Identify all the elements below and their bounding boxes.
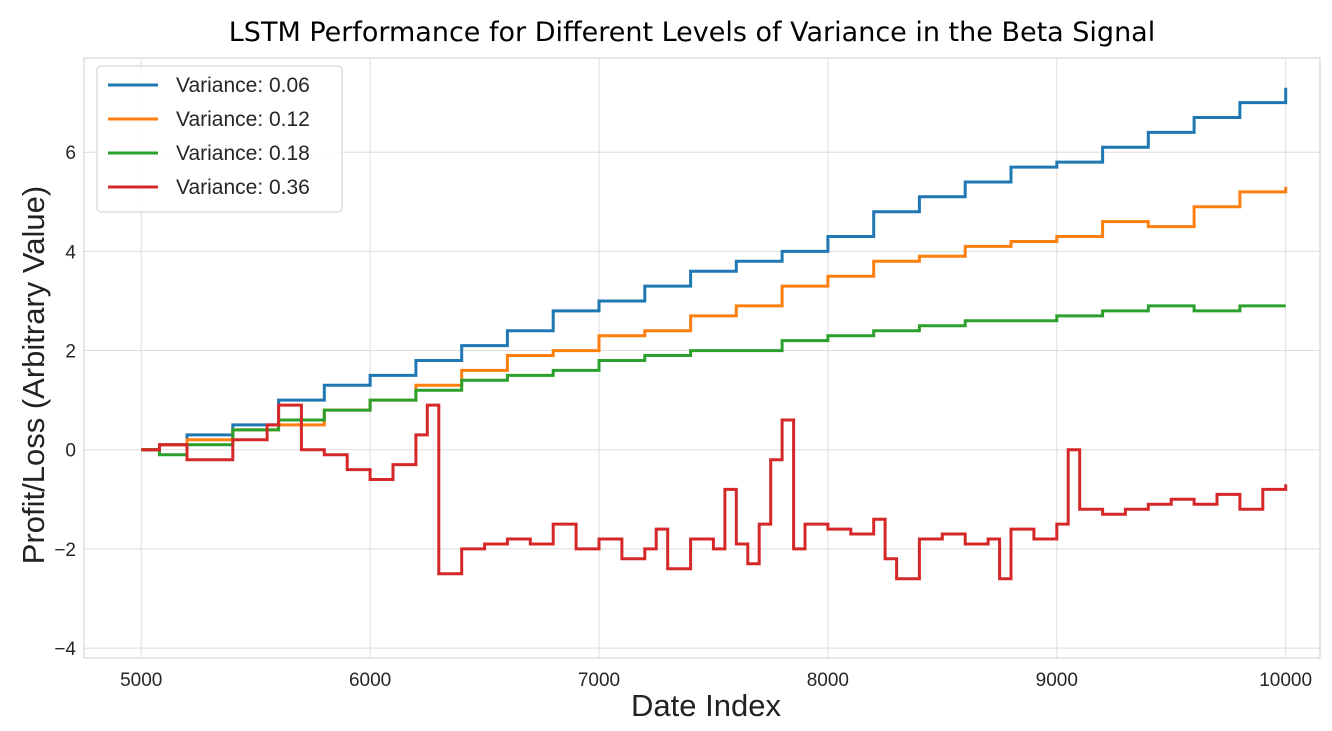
x-tick-label: 8000 xyxy=(807,670,849,691)
y-tick-label: −4 xyxy=(54,639,76,660)
y-tick-labels: −4 −2 0 2 4 6 xyxy=(54,143,76,660)
series-line-1 xyxy=(141,87,1288,452)
legend: Variance: 0.06 Variance: 0.12 Variance: 0.… xyxy=(96,65,343,213)
y-axis-label: Profit/Loss (Arbitrary Value) xyxy=(16,186,51,564)
x-tick-label: 6000 xyxy=(349,670,391,691)
legend-label-4: Variance: 0.36 xyxy=(176,176,310,199)
y-tick-label: 2 xyxy=(65,342,76,363)
x-tick-label: 10000 xyxy=(1259,670,1312,691)
legend-label-2: Variance: 0.12 xyxy=(176,108,310,131)
chart-title: LSTM Performance for Different Levels of… xyxy=(229,17,1155,48)
legend-label-1: Variance: 0.06 xyxy=(176,74,310,97)
x-tick-label: 5000 xyxy=(120,670,162,691)
y-tick-label: 6 xyxy=(65,143,76,164)
legend-label-3: Variance: 0.18 xyxy=(176,142,310,165)
series-line-3 xyxy=(141,304,1286,457)
x-tick-label: 7000 xyxy=(578,670,620,691)
legend-box xyxy=(96,65,343,213)
x-axis-label: Date Index xyxy=(631,688,781,723)
series-line-2 xyxy=(141,186,1288,452)
plot-frame xyxy=(83,57,1321,659)
series-line-4 xyxy=(141,403,1288,581)
x-tick-labels: 5000 6000 7000 8000 9000 10000 xyxy=(120,670,1312,691)
x-tick-label: 9000 xyxy=(1036,670,1078,691)
series-group xyxy=(141,87,1288,581)
y-tick-label: 0 xyxy=(65,441,76,462)
y-tick-label: −2 xyxy=(54,540,76,561)
y-tick-label: 4 xyxy=(65,242,76,263)
